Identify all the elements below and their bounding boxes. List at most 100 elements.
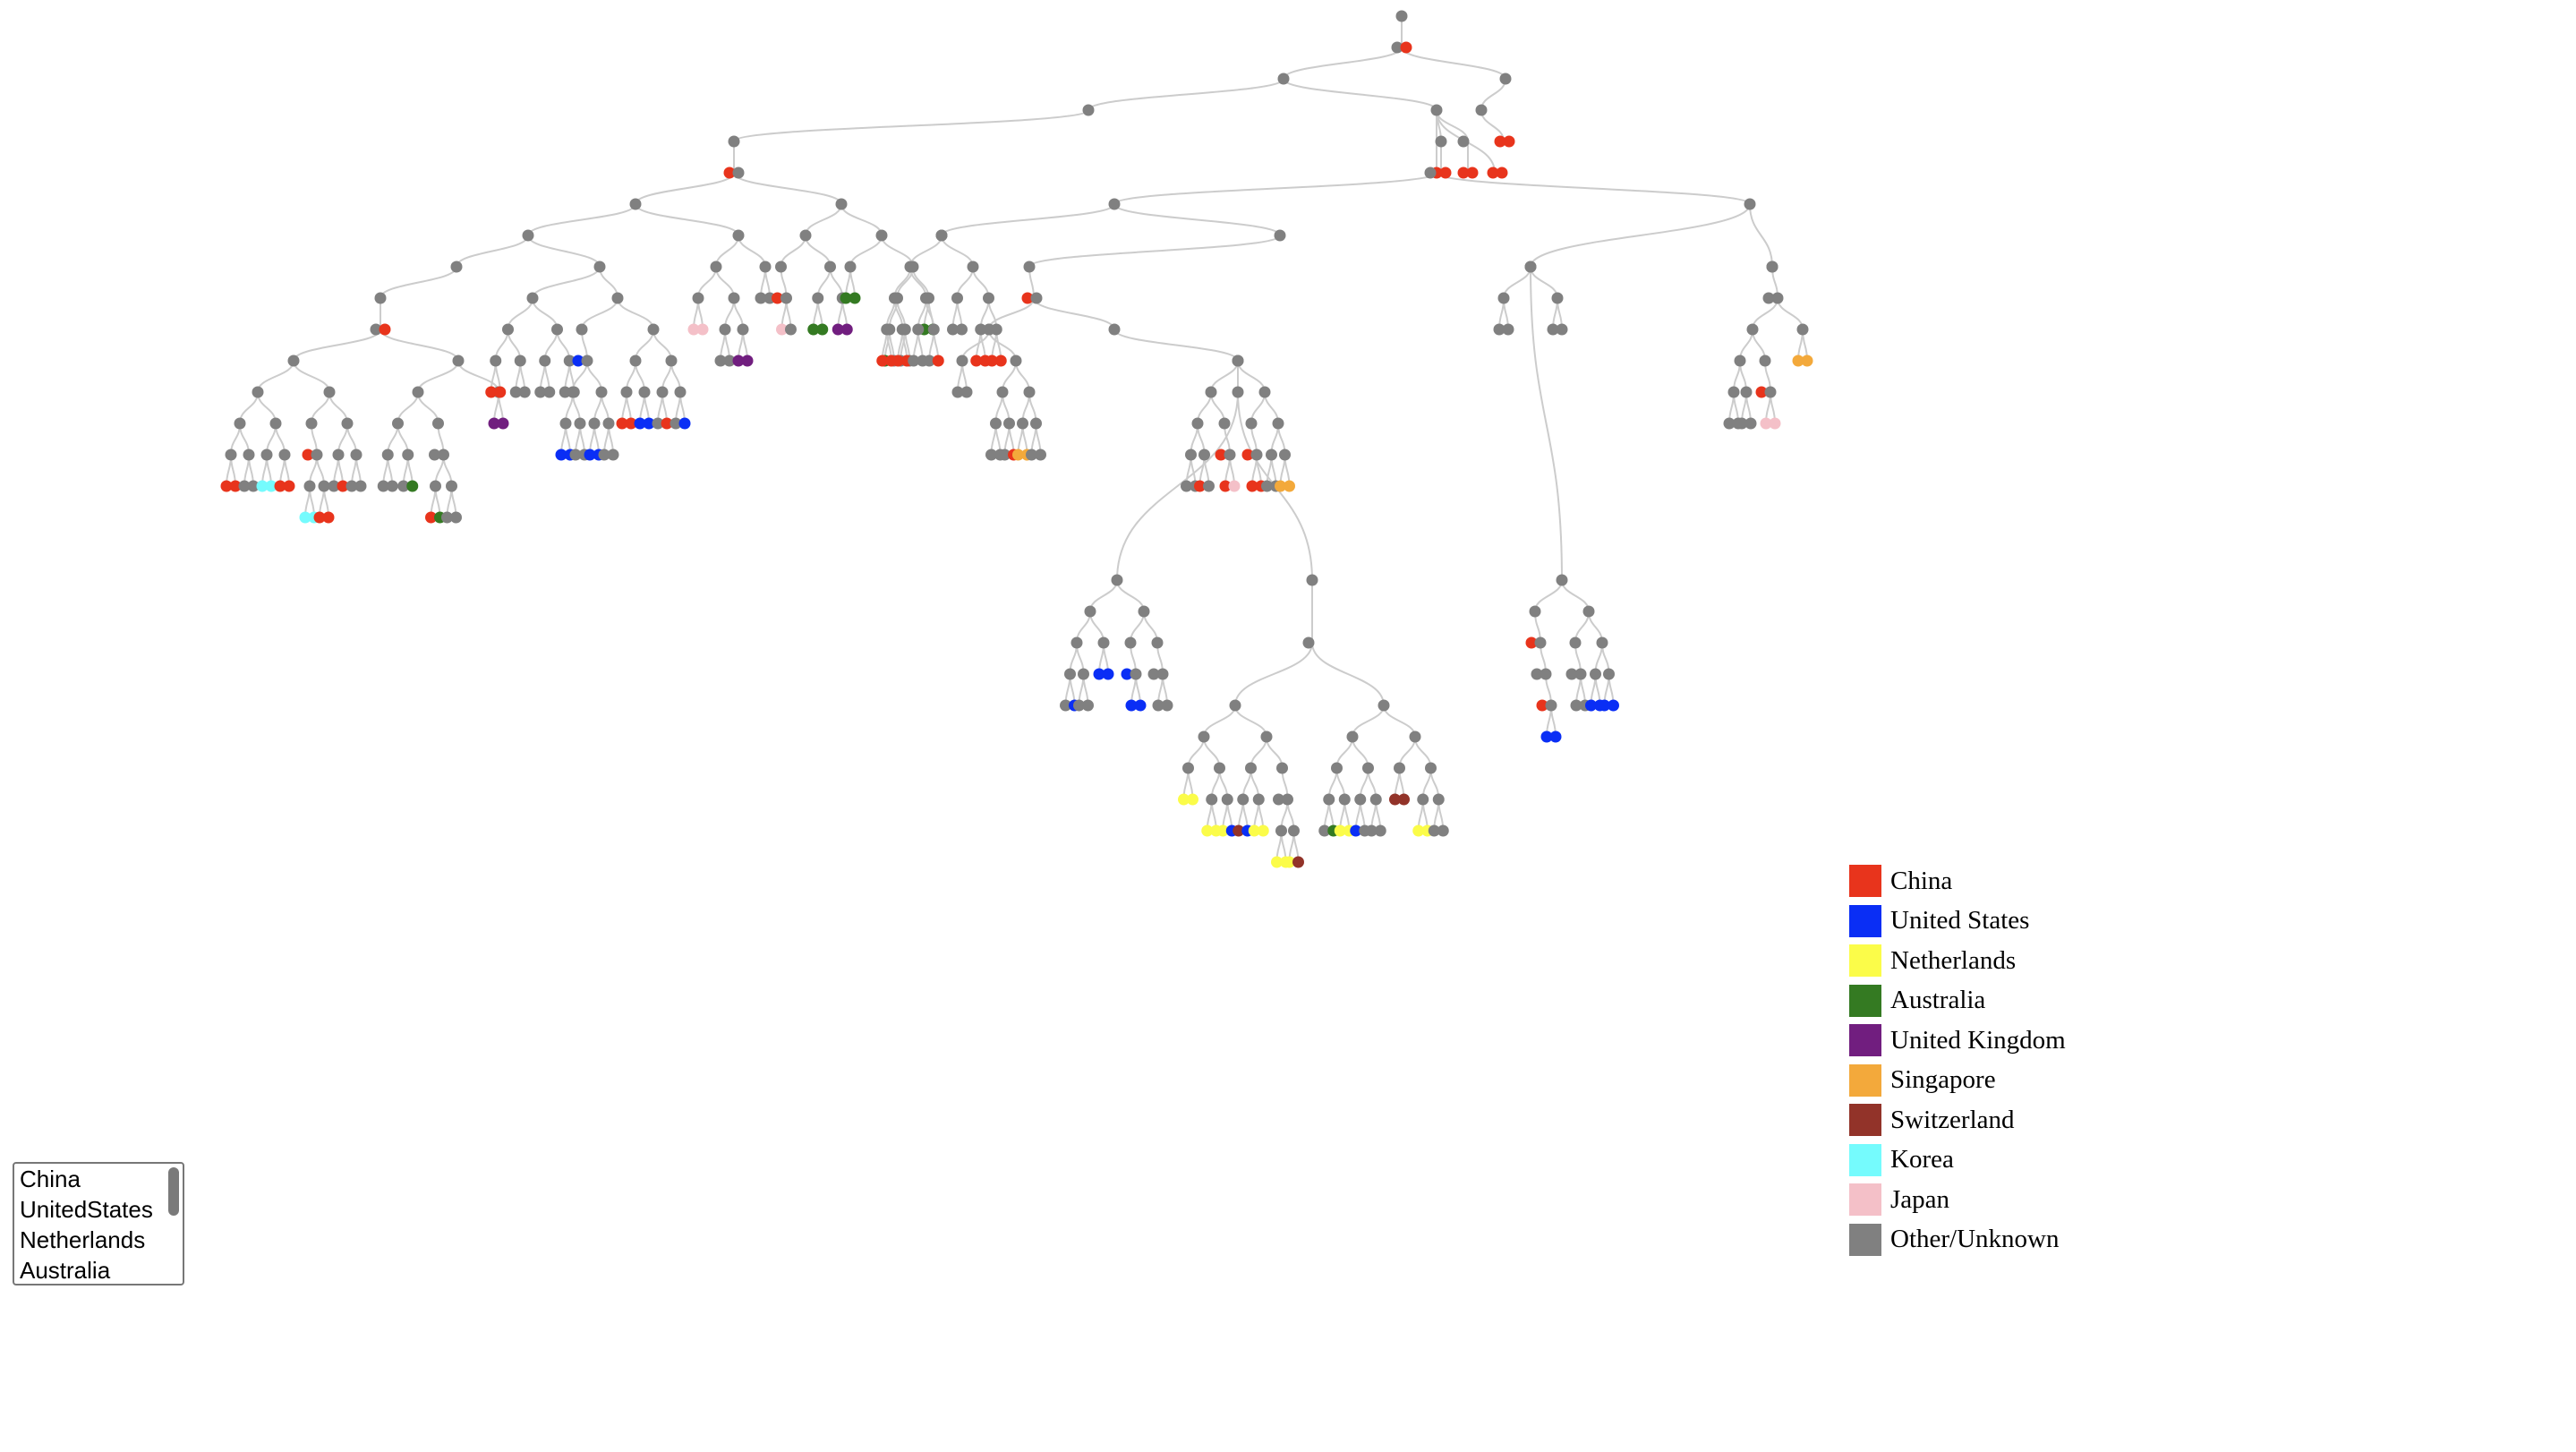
country-select-list[interactable]: China UnitedStates Netherlands Australia (13, 1162, 184, 1285)
tree-node[interactable] (1764, 386, 1777, 398)
tree-node[interactable] (674, 386, 687, 398)
tree-node[interactable] (896, 323, 908, 336)
legend-item-other-unknown[interactable]: Other/Unknown (1849, 1220, 2066, 1260)
tree-node[interactable] (1746, 323, 1759, 336)
tree-node[interactable] (1284, 480, 1295, 492)
tree-node[interactable] (543, 386, 556, 398)
tree-node[interactable] (1279, 448, 1291, 461)
tree-node[interactable] (1417, 793, 1429, 806)
tree-node[interactable] (1302, 636, 1315, 649)
tree-node[interactable] (967, 261, 979, 273)
tree-node[interactable] (1102, 668, 1114, 680)
tree-node[interactable] (1097, 636, 1110, 649)
tree-node[interactable] (299, 511, 311, 524)
tree-node[interactable] (629, 198, 642, 210)
tree-node[interactable] (1466, 167, 1479, 179)
tree-node[interactable] (1108, 198, 1121, 210)
tree-node[interactable] (1023, 386, 1036, 398)
tree-node[interactable] (1323, 793, 1335, 806)
tree-node[interactable] (441, 511, 453, 524)
tree-node[interactable] (816, 323, 829, 336)
tree-node[interactable] (956, 354, 968, 367)
tree-node[interactable] (1536, 699, 1548, 712)
tree-node[interactable] (412, 386, 424, 398)
tree-node[interactable] (728, 292, 740, 304)
tree-node[interactable] (1021, 292, 1034, 304)
tree-node[interactable] (1365, 824, 1378, 837)
tree-node[interactable] (1439, 167, 1452, 179)
tree-node[interactable] (1412, 824, 1425, 837)
tree-node[interactable] (1082, 104, 1095, 116)
tree-node[interactable] (732, 229, 745, 242)
tree-node[interactable] (287, 354, 300, 367)
tree-node[interactable] (1017, 417, 1028, 430)
tree-node[interactable] (256, 480, 269, 492)
tree-node[interactable] (643, 417, 655, 430)
tree-node[interactable] (1457, 167, 1470, 179)
tree-node[interactable] (1796, 323, 1809, 336)
tree-node[interactable] (1389, 793, 1401, 806)
tree-node[interactable] (1218, 417, 1231, 430)
tree-node[interactable] (1570, 699, 1582, 712)
tree-node[interactable] (607, 448, 619, 461)
tree-node[interactable] (243, 448, 255, 461)
tree-node[interactable] (1496, 167, 1508, 179)
tree-node[interactable] (278, 448, 291, 461)
tree-node[interactable] (1331, 762, 1343, 774)
tree-node[interactable] (1130, 668, 1142, 680)
tree-node[interactable] (1138, 605, 1150, 618)
tree-node[interactable] (652, 417, 664, 430)
tree-node[interactable] (661, 417, 673, 430)
tree-node[interactable] (555, 448, 567, 461)
tree-node[interactable] (970, 354, 983, 367)
tree-node[interactable] (996, 386, 1009, 398)
tree-node[interactable] (1723, 417, 1736, 430)
tree-node[interactable] (406, 480, 419, 492)
tree-node[interactable] (1232, 354, 1244, 367)
tree-node[interactable] (1354, 793, 1367, 806)
tree-node[interactable] (723, 167, 736, 179)
tree-node[interactable] (1084, 605, 1096, 618)
tree-node[interactable] (1394, 762, 1405, 774)
tree-node[interactable] (485, 386, 498, 398)
tree-node[interactable] (1766, 261, 1778, 273)
tree-node[interactable] (723, 354, 736, 367)
tree-node[interactable] (1272, 417, 1284, 430)
tree-node[interactable] (595, 386, 608, 398)
country-option[interactable]: China (20, 1166, 81, 1192)
tree-node[interactable] (509, 386, 522, 398)
tree-node[interactable] (438, 448, 449, 461)
tree-node[interactable] (1198, 730, 1210, 743)
tree-node[interactable] (1275, 480, 1286, 492)
tree-node[interactable] (450, 261, 463, 273)
tree-node[interactable] (923, 354, 935, 367)
tree-node[interactable] (269, 417, 282, 430)
tree-node[interactable] (260, 448, 273, 461)
legend-item-australia[interactable]: Australia (1849, 981, 2066, 1021)
tree-node[interactable] (772, 292, 783, 304)
tree-node[interactable] (1125, 699, 1138, 712)
tree-node[interactable] (302, 448, 314, 461)
tree-node[interactable] (1082, 699, 1094, 712)
tree-node[interactable] (1457, 135, 1470, 148)
tree-node[interactable] (430, 480, 441, 492)
tree-node[interactable] (238, 480, 251, 492)
tree-node[interactable] (1378, 699, 1390, 712)
legend-item-netherlands[interactable]: Netherlands (1849, 941, 2066, 981)
tree-node[interactable] (1288, 824, 1300, 837)
tree-node[interactable] (1073, 699, 1085, 712)
tree-node[interactable] (1151, 636, 1164, 649)
tree-node[interactable] (1409, 730, 1421, 743)
tree-node[interactable] (1060, 699, 1071, 712)
tree-node[interactable] (1156, 668, 1169, 680)
tree-node[interactable] (692, 292, 704, 304)
tree-node[interactable] (1432, 793, 1445, 806)
tree-node[interactable] (629, 354, 642, 367)
tree-node[interactable] (1545, 699, 1557, 712)
tree-node[interactable] (611, 292, 624, 304)
tree-node[interactable] (1078, 668, 1089, 680)
tree-node[interactable] (1540, 668, 1552, 680)
tree-node[interactable] (311, 448, 323, 461)
tree-node[interactable] (1023, 261, 1036, 273)
tree-node[interactable] (318, 480, 330, 492)
